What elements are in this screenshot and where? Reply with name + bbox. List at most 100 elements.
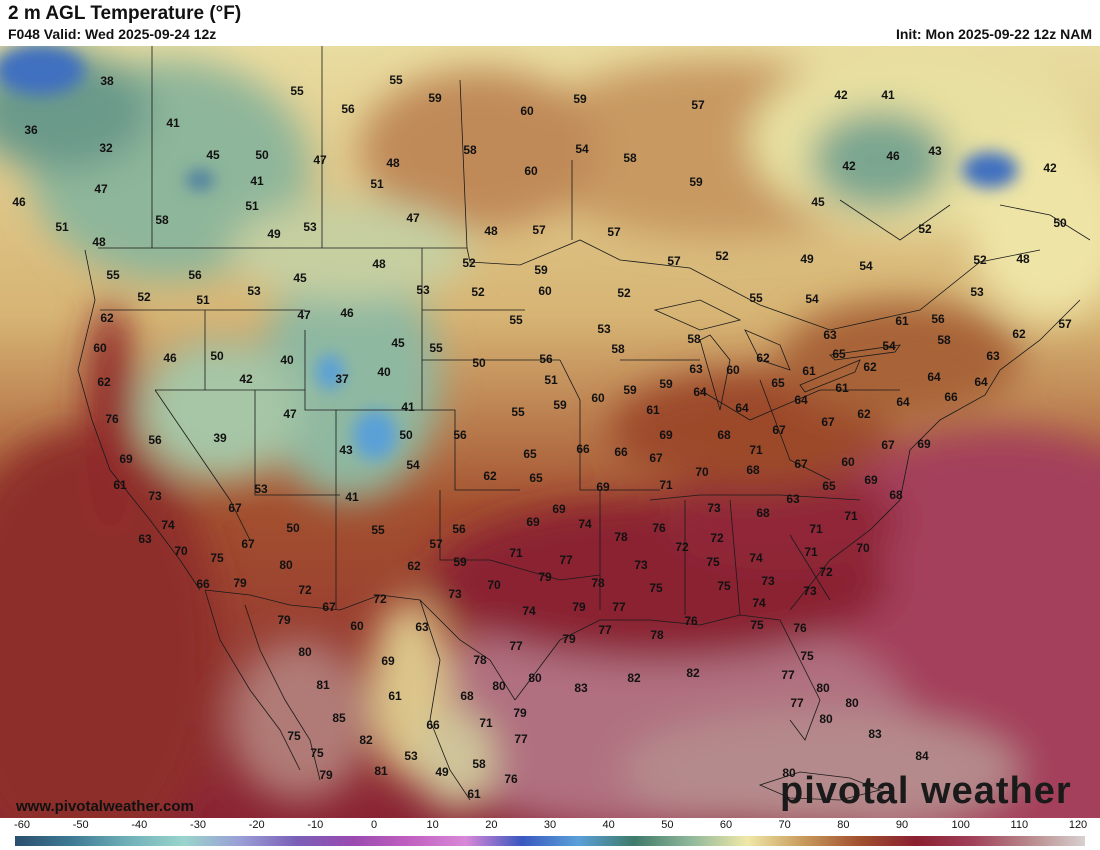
temperature-value: 80 [279,558,293,572]
temperature-value: 56 [341,102,355,116]
temperature-value: 75 [310,746,324,760]
temperature-value: 69 [917,437,931,451]
temperature-value: 55 [290,84,304,98]
temperature-value: 81 [316,678,330,692]
temperature-value: 74 [161,518,175,532]
temperature-value: 81 [374,764,388,778]
temperature-value: 78 [614,530,628,544]
temperature-value: 50 [399,428,413,442]
temperature-value: 73 [634,558,648,572]
temperature-value: 62 [857,407,871,421]
temperature-value: 67 [881,438,895,452]
temperature-value: 74 [749,551,763,565]
temperature-value: 64 [974,375,988,389]
temperature-value: 57 [429,537,443,551]
temperature-value: 76 [504,772,518,786]
temperature-value: 73 [148,489,162,503]
temperature-value: 52 [617,286,631,300]
temperature-value: 65 [529,471,543,485]
temperature-value: 48 [92,235,106,249]
temperature-value: 42 [834,88,848,102]
temperature-value: 47 [94,182,108,196]
temperature-value: 62 [483,469,497,483]
temperature-value: 49 [267,227,281,241]
temperature-value: 41 [166,116,180,130]
temperature-value: 67 [649,451,663,465]
temperature-value: 67 [821,415,835,429]
colorbar-tick: -20 [248,819,265,831]
temperature-value: 54 [575,142,589,156]
temperature-value: 67 [794,457,808,471]
temperature-value: 77 [790,696,804,710]
temperature-value: 48 [372,257,386,271]
temperature-value: 72 [819,565,833,579]
temperature-value: 39 [213,431,227,445]
temperature-value: 71 [479,716,493,730]
temperature-value: 53 [247,284,261,298]
temperature-value: 62 [97,375,111,389]
temperature-value: 65 [523,447,537,461]
temperature-value: 37 [335,372,349,386]
temperature-value: 75 [706,555,720,569]
temperature-value: 77 [781,668,795,682]
temperature-value: 60 [350,619,364,633]
header: 2 m AGL Temperature (°F) F048 Valid: Wed… [0,0,1100,46]
temperature-value: 80 [298,645,312,659]
temperature-value: 78 [650,628,664,642]
temperature-value: 70 [487,578,501,592]
temperature-value: 58 [687,332,701,346]
temperature-value: 80 [845,696,859,710]
temperature-value: 62 [756,351,770,365]
temperature-value: 62 [1012,327,1026,341]
map-title: 2 m AGL Temperature (°F) [8,3,242,24]
temperature-value: 69 [659,428,673,442]
temperature-value: 53 [416,283,430,297]
temperature-value: 46 [163,351,177,365]
temperature-value: 61 [467,787,481,801]
temperature-value: 73 [448,587,462,601]
temperature-value: 68 [717,428,731,442]
colorbar-tick: 10 [426,819,439,831]
colorbar-tick: -60 [14,819,30,831]
temperature-value: 51 [370,177,384,191]
temperature-value: 63 [689,362,703,376]
temperature-value: 54 [882,339,896,353]
temperature-value: 55 [509,313,523,327]
temperature-value: 58 [937,333,951,347]
temperature-value: 40 [377,365,391,379]
temperature-value: 59 [453,555,467,569]
temperature-value: 63 [138,532,152,546]
temperature-value: 63 [786,492,800,506]
colorbar-tick-labels: -60 -50 -40 -30 -20 -10 0 10 20 30 40 50 60 70 80 90 100… [0,818,1100,834]
temperature-value: 49 [800,252,814,266]
temperature-value: 66 [944,390,958,404]
temperature-value: 52 [462,256,476,270]
temperature-value: 75 [649,581,663,595]
temperature-value: 75 [210,551,224,565]
temperature-value: 80 [816,681,830,695]
temperature-value: 66 [426,718,440,732]
temperature-value: 68 [756,506,770,520]
temperature-value: 54 [805,292,819,306]
temperature-value: 70 [174,544,188,558]
temperature-value: 63 [415,620,429,634]
temperature-value: 56 [188,268,202,282]
colorbar-tick: 110 [1010,819,1029,831]
temperature-value: 71 [749,443,763,457]
temperature-value: 77 [509,639,523,653]
temperature-value: 47 [297,308,311,322]
temperature-value: 82 [686,666,700,680]
colorbar-gradient [15,836,1085,846]
temperature-value: 60 [841,455,855,469]
temperature-value: 69 [552,502,566,516]
temperature-value: 79 [572,600,586,614]
temperature-value: 59 [573,92,587,106]
temperature-value: 70 [856,541,870,555]
temperature-value: 45 [391,336,405,350]
temperature-value: 59 [553,398,567,412]
temperature-value: 56 [452,522,466,536]
temperature-value: 54 [406,458,420,472]
temperature-value: 42 [842,159,856,173]
temperature-value: 64 [927,370,941,384]
temperature-value: 60 [591,391,605,405]
